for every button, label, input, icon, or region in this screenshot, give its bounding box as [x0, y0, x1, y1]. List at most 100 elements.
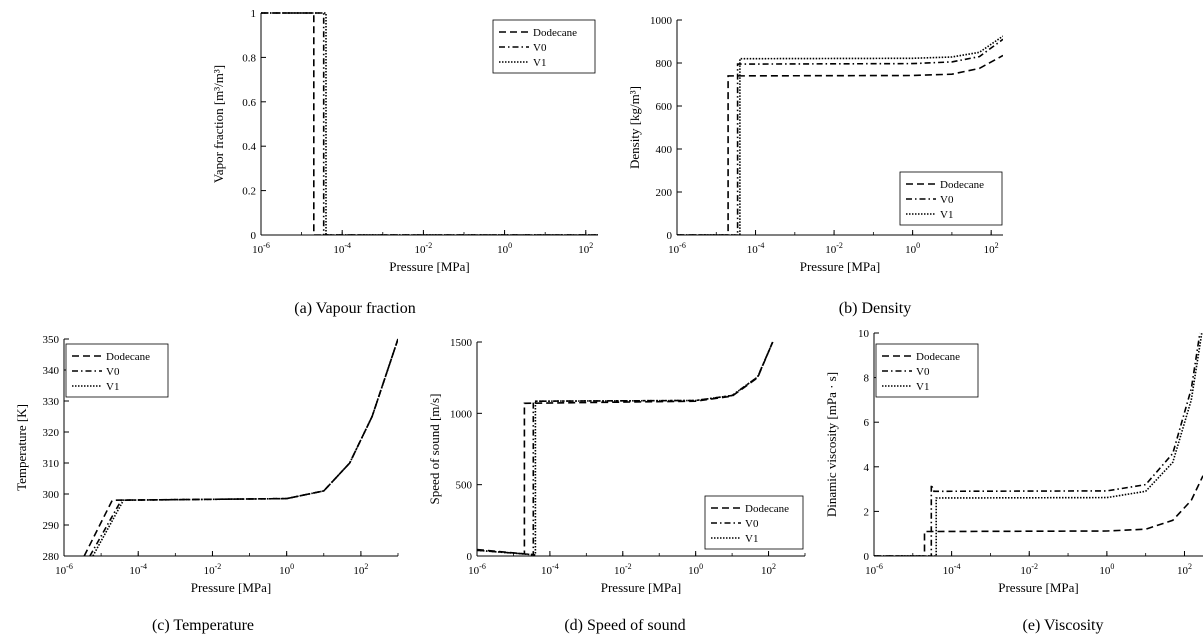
series-line-v0	[477, 341, 774, 556]
y-tick-label: 280	[43, 551, 60, 563]
x-tick-label: 102	[984, 241, 999, 256]
y-axis-label: Temperature [K]	[14, 404, 29, 491]
x-tick-label: 100	[279, 562, 294, 577]
x-tick-label: 10-6	[865, 562, 883, 577]
y-tick-label: 0.4	[242, 141, 256, 153]
legend: Dodecane V0 V1	[65, 343, 169, 398]
legend-label: Dodecane	[940, 179, 984, 191]
y-tick-label: 330	[43, 396, 60, 408]
x-tick-label: 102	[761, 562, 776, 577]
x-tick-label: 102	[1177, 562, 1192, 577]
y-tick-label: 310	[43, 458, 60, 470]
series-line-v1	[874, 332, 1203, 556]
x-tick-label: 10-2	[825, 241, 843, 256]
y-tick-label: 350	[43, 334, 60, 346]
legend-label: Dodecane	[533, 27, 577, 39]
legend-label: V1	[745, 533, 758, 545]
y-tick-label: 0	[667, 230, 673, 242]
y-tick-label: 600	[656, 101, 673, 113]
legend-label: V0	[106, 366, 120, 378]
legend-label: V0	[940, 194, 954, 206]
y-tick-label: 500	[456, 480, 473, 492]
panel-caption: (a) Vapour fraction	[294, 300, 415, 317]
x-tick-label: 10-2	[1020, 562, 1038, 577]
y-tick-label: 400	[656, 144, 673, 156]
y-tick-label: 0	[467, 551, 473, 563]
legend: Dodecane V0 V1	[704, 495, 804, 550]
series-line-v1	[677, 35, 1003, 235]
series-line-dodecane	[874, 475, 1203, 556]
legend-box	[899, 171, 1003, 226]
y-tick-label: 320	[43, 427, 60, 439]
legend-label: V0	[745, 518, 759, 530]
chart-panel-2: 10-6 10-4 10-2 100 102 0 200 400 600 800 1000 Press…	[627, 15, 1003, 317]
legend-label: V1	[533, 57, 546, 69]
y-tick-label: 200	[656, 187, 673, 199]
series-line-v0	[874, 332, 1201, 556]
x-tick-label: 100	[1099, 562, 1114, 577]
y-axis-label: Speed of sound [m/s]	[427, 394, 442, 505]
y-tick-label: 0.6	[242, 97, 256, 109]
panel-caption: (b) Density	[839, 300, 911, 317]
x-tick-label: 100	[905, 241, 920, 256]
legend-label: V1	[916, 381, 929, 393]
x-axis-label: Pressure [MPa]	[998, 580, 1079, 595]
x-axis-label: Pressure [MPa]	[800, 259, 881, 274]
legend: Dodecane V0 V1	[899, 171, 1003, 226]
y-tick-label: 6	[864, 417, 870, 429]
y-tick-label: 300	[43, 489, 60, 501]
legend-label: V0	[533, 42, 547, 54]
chart-panel-4: 10-6 10-4 10-2 100 102 0 500 1000 1500 Pressure […	[427, 337, 806, 634]
legend-label: Dodecane	[745, 503, 789, 515]
series-line-v1	[477, 341, 774, 556]
legend-box	[875, 343, 979, 398]
chart-panel-3: 10-6 10-4 10-2 100 102 280 290 300 310 320 330 340 3…	[14, 334, 399, 634]
x-axis-label: Pressure [MPa]	[601, 580, 682, 595]
y-tick-label: 1500	[450, 337, 473, 349]
legend-label: Dodecane	[106, 351, 150, 363]
panel-caption: (d) Speed of sound	[564, 617, 685, 634]
x-tick-label: 10-6	[668, 241, 686, 256]
x-axis-label: Pressure [MPa]	[191, 580, 272, 595]
x-tick-label: 10-6	[55, 562, 73, 577]
x-tick-label: 10-4	[129, 562, 147, 577]
x-tick-label: 100	[688, 562, 703, 577]
legend-label: V1	[940, 209, 953, 221]
series-line-dodecane	[261, 12, 598, 235]
series-line-v0	[89, 338, 398, 556]
y-tick-label: 0.8	[242, 52, 256, 64]
x-tick-label: 10-2	[204, 562, 222, 577]
legend-label: V1	[106, 381, 119, 393]
panel-caption: (e) Viscosity	[1023, 617, 1104, 634]
y-axis-label: Density [kg/m³]	[627, 86, 642, 169]
x-tick-label: 10-4	[943, 562, 961, 577]
x-tick-label: 102	[353, 562, 368, 577]
y-tick-label: 4	[864, 462, 870, 474]
y-axis-label: Vapor fraction [m³/m³]	[211, 65, 226, 183]
x-tick-label: 102	[578, 241, 593, 256]
x-tick-label: 10-6	[252, 241, 270, 256]
legend-box	[492, 19, 596, 74]
x-tick-label: 10-4	[747, 241, 765, 256]
legend-box	[65, 343, 169, 398]
y-tick-label: 2	[864, 506, 870, 518]
chart-panel-5: 10-6 10-4 10-2 100 102 0 2 4 6 8 10 Pressure [MPa] D…	[824, 328, 1203, 634]
x-tick-label: 10-4	[333, 241, 351, 256]
y-tick-label: 1000	[650, 15, 673, 27]
y-tick-label: 0.2	[242, 186, 256, 198]
x-tick-label: 100	[497, 241, 512, 256]
series-line-v1	[92, 338, 398, 556]
x-tick-label: 10-4	[541, 562, 559, 577]
y-tick-label: 1	[251, 8, 257, 20]
x-axis-label: Pressure [MPa]	[389, 259, 470, 274]
y-tick-label: 0	[251, 230, 257, 242]
x-tick-label: 10-2	[415, 241, 433, 256]
y-tick-label: 8	[864, 373, 870, 385]
chart-panel-1: 10-6 10-4 10-2 100 102 0 0.2 0.4 0.6 0.8 1 Pressure…	[211, 8, 598, 317]
legend: Dodecane V0 V1	[492, 19, 596, 74]
series-line-v0	[677, 38, 1003, 235]
y-tick-label: 290	[43, 520, 60, 532]
series-line-dodecane	[677, 54, 1003, 235]
y-tick-label: 800	[656, 58, 673, 70]
